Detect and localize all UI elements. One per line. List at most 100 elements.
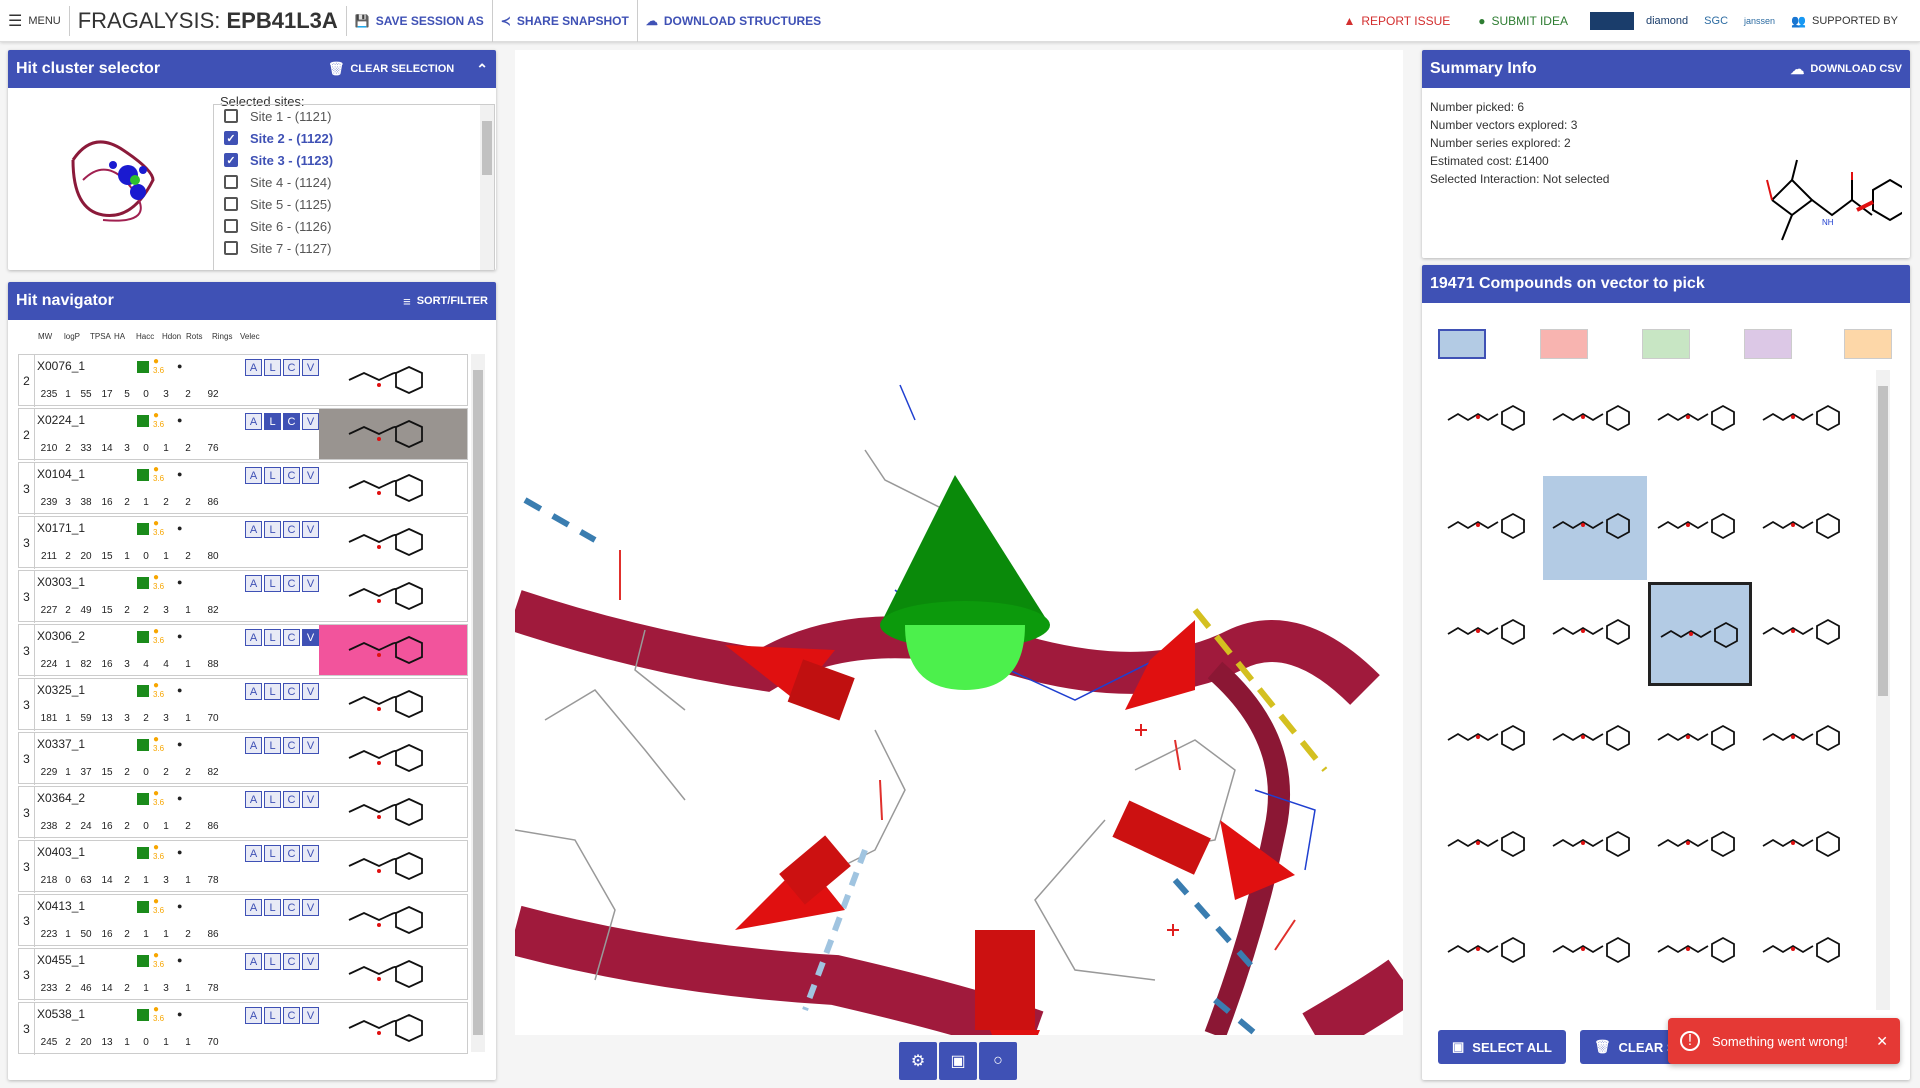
- molecule-thumbnail[interactable]: [319, 787, 467, 837]
- compound-tile[interactable]: [1543, 688, 1647, 792]
- compound-tile[interactable]: [1438, 794, 1542, 898]
- toggle-c[interactable]: C: [283, 521, 300, 538]
- site-checkbox[interactable]: [224, 241, 238, 255]
- compound-tile[interactable]: [1543, 368, 1647, 472]
- compound-tile[interactable]: [1753, 368, 1857, 472]
- toggle-a[interactable]: A: [245, 845, 262, 862]
- hit-row[interactable]: 3 X0455_1 233 2 46 14 2 1 3 1 78 ● 3.6 ● A L C V: [18, 948, 468, 1001]
- toggle-v[interactable]: V: [302, 359, 319, 376]
- toggle-l[interactable]: L: [264, 683, 281, 700]
- compound-tile[interactable]: [1648, 688, 1752, 792]
- molecule-3d-viewer[interactable]: [515, 50, 1403, 1035]
- collapse-icon[interactable]: ⌃: [476, 60, 488, 77]
- toggle-l[interactable]: L: [264, 899, 281, 916]
- toggle-l[interactable]: L: [264, 1007, 281, 1024]
- site-item[interactable]: Site 6 - (1126): [214, 215, 494, 237]
- toggle-c[interactable]: C: [283, 791, 300, 808]
- site-item[interactable]: ✓ Site 2 - (1122): [214, 127, 494, 149]
- close-icon[interactable]: ✕: [1876, 1032, 1888, 1049]
- color-swatch[interactable]: [1438, 329, 1486, 359]
- molecule-thumbnail[interactable]: [319, 895, 467, 945]
- toggle-l[interactable]: L: [264, 467, 281, 484]
- toggle-a[interactable]: A: [245, 683, 262, 700]
- site-checkbox[interactable]: [224, 109, 238, 123]
- molecule-thumbnail[interactable]: [319, 517, 467, 567]
- toggle-v[interactable]: V: [302, 413, 319, 430]
- compound-tile[interactable]: [1438, 476, 1542, 580]
- report-issue-button[interactable]: ▲ REPORT ISSUE: [1343, 13, 1451, 28]
- save-session-button[interactable]: 💾 SAVE SESSION AS: [354, 13, 484, 28]
- toggle-a[interactable]: A: [245, 521, 262, 538]
- column-header[interactable]: Hacc: [136, 332, 155, 341]
- column-header[interactable]: Rings: [212, 332, 233, 341]
- toggle-v[interactable]: V: [302, 899, 319, 916]
- toggle-c[interactable]: C: [283, 845, 300, 862]
- toggle-a[interactable]: A: [245, 575, 262, 592]
- compound-tile[interactable]: [1753, 476, 1857, 580]
- molecule-thumbnail[interactable]: [319, 1003, 467, 1053]
- share-snapshot-button[interactable]: ≺ SHARE SNAPSHOT: [491, 0, 637, 42]
- compound-tile[interactable]: [1438, 688, 1542, 792]
- site-checkbox[interactable]: ✓: [224, 153, 238, 167]
- toggle-c[interactable]: C: [283, 413, 300, 430]
- toggle-a[interactable]: A: [245, 791, 262, 808]
- site-list-scrollbar[interactable]: [480, 105, 494, 270]
- toggle-l[interactable]: L: [264, 791, 281, 808]
- compound-tile[interactable]: [1438, 900, 1542, 1004]
- color-swatch[interactable]: [1642, 329, 1690, 359]
- hit-row[interactable]: 2 X0076_1 235 1 55 17 5 0 3 2 92 ● 3.6 ● A L C V: [18, 354, 468, 407]
- toggle-v[interactable]: V: [302, 683, 319, 700]
- toggle-v[interactable]: V: [302, 575, 319, 592]
- site-item[interactable]: Site 1 - (1121): [214, 105, 494, 127]
- toggle-a[interactable]: A: [245, 899, 262, 916]
- toggle-c[interactable]: C: [283, 467, 300, 484]
- toggle-v[interactable]: V: [302, 737, 319, 754]
- toggle-l[interactable]: L: [264, 845, 281, 862]
- site-checkbox[interactable]: ✓: [224, 131, 238, 145]
- compound-tile[interactable]: [1648, 900, 1752, 1004]
- toggle-c[interactable]: C: [283, 575, 300, 592]
- toggle-v[interactable]: V: [302, 953, 319, 970]
- toggle-v[interactable]: V: [302, 521, 319, 538]
- select-all-button[interactable]: ▣ SELECT ALL: [1438, 1030, 1566, 1064]
- molecule-thumbnail[interactable]: [319, 733, 467, 783]
- hit-row[interactable]: 3 X0538_1 245 2 20 13 1 0 1 1 70 ● 3.6 ● A L C V: [18, 1002, 468, 1055]
- molecule-thumbnail[interactable]: [319, 949, 467, 999]
- column-header[interactable]: Hdon: [162, 332, 182, 341]
- compound-tile[interactable]: [1753, 900, 1857, 1004]
- toggle-l[interactable]: L: [264, 575, 281, 592]
- toggle-v[interactable]: V: [302, 1007, 319, 1024]
- display-icon[interactable]: ▣: [939, 1042, 977, 1080]
- molecule-thumbnail[interactable]: [319, 679, 467, 729]
- toggle-v[interactable]: V: [302, 845, 319, 862]
- mouse-icon[interactable]: ○: [979, 1042, 1017, 1080]
- column-header[interactable]: HA: [114, 332, 126, 341]
- toggle-c[interactable]: C: [283, 953, 300, 970]
- toggle-c[interactable]: C: [283, 683, 300, 700]
- site-checkbox[interactable]: [224, 219, 238, 233]
- site-item[interactable]: ✓ Site 3 - (1123): [214, 149, 494, 171]
- toggle-a[interactable]: A: [245, 359, 262, 376]
- site-checkbox[interactable]: [224, 197, 238, 211]
- toggle-l[interactable]: L: [264, 359, 281, 376]
- compound-tile[interactable]: [1648, 476, 1752, 580]
- compound-tile[interactable]: [1543, 476, 1647, 580]
- compound-tile[interactable]: [1438, 368, 1542, 472]
- hit-row[interactable]: 3 X0364_2 238 2 24 16 2 0 1 2 86 ● 3.6 ● A L C V: [18, 786, 468, 839]
- compound-tile[interactable]: [1648, 582, 1752, 686]
- toggle-v[interactable]: V: [302, 791, 319, 808]
- toggle-l[interactable]: L: [264, 953, 281, 970]
- column-header[interactable]: Rots: [186, 332, 203, 341]
- compound-tile[interactable]: [1753, 794, 1857, 898]
- column-header[interactable]: TPSA: [90, 332, 111, 341]
- hit-row[interactable]: 3 X0325_1 181 1 59 13 3 2 3 1 70 ● 3.6 ● A L C V: [18, 678, 468, 731]
- compound-tile[interactable]: [1648, 794, 1752, 898]
- molecule-thumbnail[interactable]: [319, 571, 467, 621]
- site-item[interactable]: Site 7 - (1127): [214, 237, 494, 259]
- color-swatch[interactable]: [1844, 329, 1892, 359]
- settings-icon[interactable]: ⚙: [899, 1042, 937, 1080]
- toggle-a[interactable]: A: [245, 629, 262, 646]
- compounds-scrollbar[interactable]: [1876, 370, 1890, 1010]
- toggle-v[interactable]: V: [302, 467, 319, 484]
- toggle-v[interactable]: V: [302, 629, 319, 646]
